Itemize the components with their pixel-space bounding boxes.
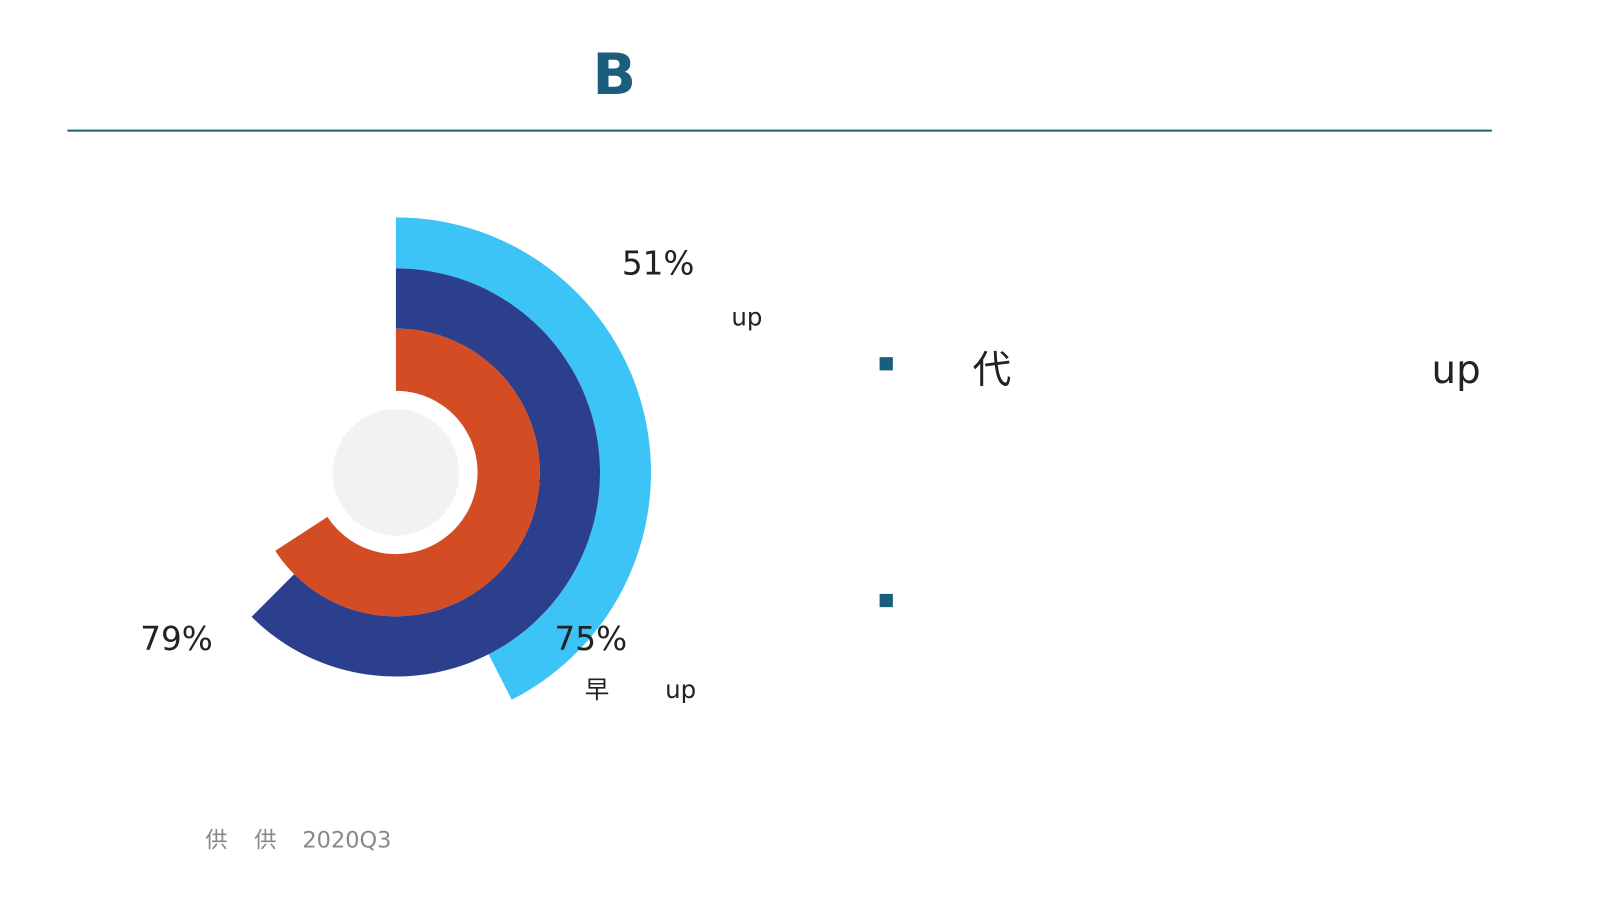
radial-bar [251, 268, 600, 677]
bullet-text: 代 [972, 348, 1011, 393]
slide-title: B [593, 42, 637, 108]
source-text: 供 [205, 827, 227, 853]
note-label: up [731, 302, 762, 331]
center-circle [332, 409, 460, 536]
bullet-marker [879, 593, 893, 608]
radial-bar [395, 217, 652, 700]
value-label: 51% [622, 244, 695, 282]
radial-bar [275, 328, 540, 617]
value-label: 75% [555, 620, 628, 658]
value-label: 79% [140, 620, 213, 658]
note-label: 早 [585, 675, 609, 704]
note-label: up [665, 675, 696, 704]
source-text: 供 [254, 827, 276, 853]
bullet-text: up [1432, 348, 1481, 393]
bullet-marker [879, 357, 893, 371]
source-text: 2020Q3 [302, 827, 391, 853]
